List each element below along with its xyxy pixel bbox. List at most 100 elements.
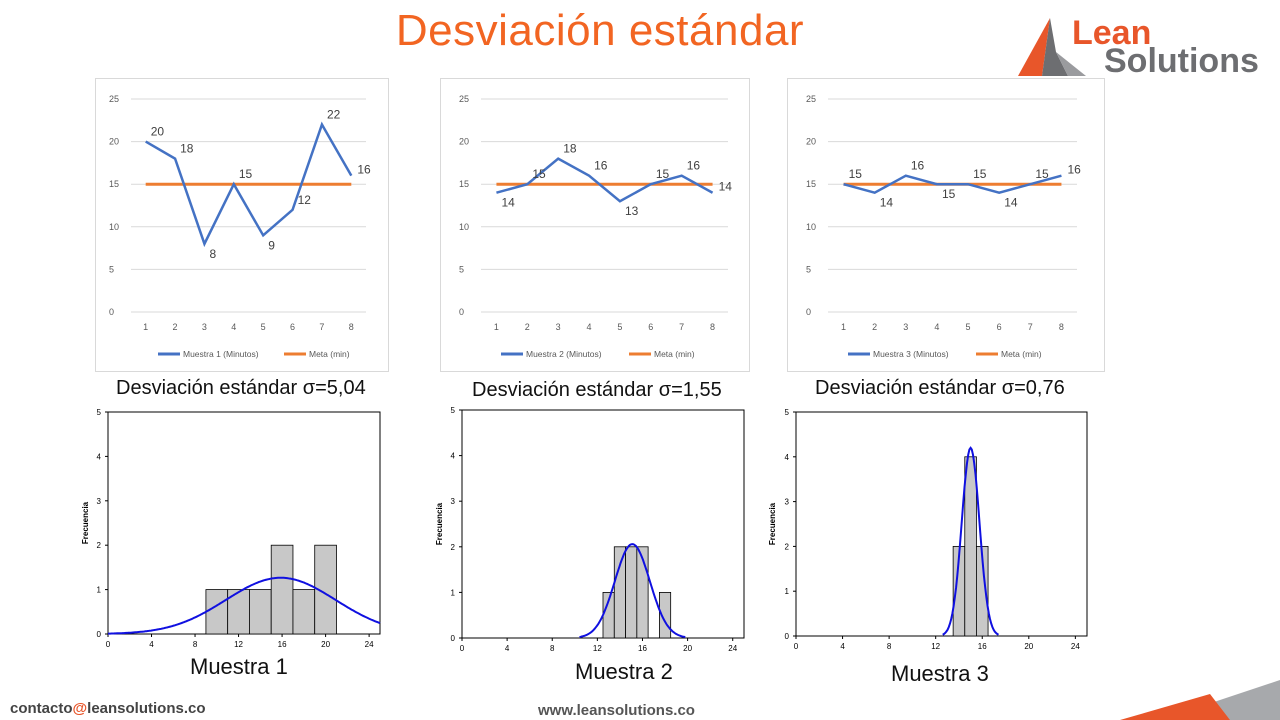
x-tick-label: 12 (593, 644, 602, 653)
x-tick-label: 0 (106, 640, 111, 649)
x-tick-label: 6 (290, 322, 295, 332)
email-at: @ (72, 700, 88, 717)
legend-label-muestra: Muestra 1 (Minutos) (183, 349, 259, 359)
histogram-bar (205, 589, 229, 635)
data-label: 16 (687, 159, 701, 173)
data-label: 15 (849, 167, 863, 181)
x-tick-label: 4 (149, 640, 154, 649)
data-label: 16 (357, 163, 371, 177)
histogram-bar (270, 544, 294, 635)
x-tick-label: 8 (1059, 322, 1064, 332)
histogram-bar (292, 589, 316, 635)
x-tick-label: 24 (728, 644, 737, 653)
x-tick-label: 24 (1071, 642, 1080, 651)
y-tick-label: 1 (785, 587, 790, 596)
contact-email[interactable]: contacto@leansolutions.co (10, 700, 206, 717)
sample-label-3: Muestra 3 (891, 661, 989, 686)
data-label: 16 (1067, 163, 1081, 177)
y-axis-label: Frecuencia (81, 501, 90, 544)
histogram-bar (964, 456, 977, 637)
y-tick-label: 25 (459, 94, 469, 104)
histogram-bar (658, 591, 672, 639)
x-tick-label: 12 (931, 642, 940, 651)
histogram-bar (613, 546, 626, 639)
y-tick-label: 5 (451, 406, 456, 415)
email-user: contacto (10, 700, 73, 717)
x-tick-label: 5 (261, 322, 266, 332)
y-tick-label: 0 (109, 307, 114, 317)
website-link[interactable]: www.leansolutions.co (538, 702, 695, 719)
x-tick-label: 1 (143, 322, 148, 332)
y-tick-label: 4 (785, 453, 790, 462)
y-tick-label: 15 (806, 179, 816, 189)
x-tick-label: 3 (202, 322, 207, 332)
plot-frame (795, 411, 1088, 637)
y-tick-label: 25 (109, 94, 119, 104)
data-label: 14 (1004, 196, 1018, 210)
data-label: 15 (942, 187, 956, 201)
sample-label-2: Muestra 2 (575, 659, 673, 684)
y-axis-label: Frecuencia (768, 502, 777, 545)
x-tick-label: 2 (872, 322, 877, 332)
data-label: 18 (563, 142, 577, 156)
y-tick-label: 3 (451, 497, 456, 506)
x-tick-label: 16 (978, 642, 987, 651)
x-tick-label: 8 (349, 322, 354, 332)
y-tick-label: 20 (109, 137, 119, 147)
x-tick-label: 4 (587, 322, 592, 332)
y-tick-label: 2 (97, 541, 102, 550)
data-label: 20 (151, 125, 165, 139)
data-label: 22 (327, 108, 341, 122)
y-tick-label: 15 (459, 179, 469, 189)
sigma-label-1: Desviación estándar σ=5,04 (116, 377, 366, 399)
y-tick-label: 0 (97, 630, 102, 639)
x-tick-label: 12 (234, 640, 243, 649)
data-label: 9 (268, 238, 275, 252)
x-tick-label: 24 (365, 640, 374, 649)
legend-label-meta: Meta (min) (1001, 349, 1042, 359)
normal-curve (579, 543, 686, 638)
y-tick-label: 20 (459, 137, 469, 147)
data-label: 13 (625, 204, 639, 218)
data-label: 15 (239, 167, 253, 181)
histogram-bar (249, 589, 272, 635)
page-title: Desviación estándar (395, 6, 805, 55)
x-tick-label: 7 (319, 322, 324, 332)
data-label: 16 (911, 159, 925, 173)
x-tick-label: 4 (231, 322, 236, 332)
corner-decoration (1120, 680, 1280, 720)
histogram-bar (314, 544, 337, 635)
x-tick-label: 4 (840, 642, 845, 651)
data-label: 14 (880, 196, 894, 210)
x-tick-label: 16 (278, 640, 287, 649)
y-tick-label: 4 (451, 452, 456, 461)
y-tick-label: 15 (109, 179, 119, 189)
x-tick-label: 5 (966, 322, 971, 332)
y-axis-label: Frecuencia (435, 502, 444, 545)
y-tick-label: 0 (806, 307, 811, 317)
logo-text-lean: Lean (1072, 14, 1152, 52)
y-tick-label: 10 (109, 222, 119, 232)
data-label: 15 (973, 167, 987, 181)
series-line-muestra (843, 174, 1062, 195)
x-tick-label: 8 (887, 642, 892, 651)
y-tick-label: 5 (459, 264, 464, 274)
y-tick-label: 5 (97, 408, 102, 417)
legend-label-muestra: Muestra 3 (Minutos) (873, 349, 949, 359)
x-tick-label: 5 (617, 322, 622, 332)
normal-curve (942, 446, 1000, 636)
x-tick-label: 4 (934, 322, 939, 332)
y-tick-label: 2 (451, 543, 456, 552)
series-line-muestra (145, 121, 353, 248)
series-line-muestra (496, 157, 714, 203)
y-tick-label: 5 (109, 264, 114, 274)
legend-label-meta: Meta (min) (654, 349, 695, 359)
data-label: 15 (1035, 167, 1049, 181)
data-label: 15 (656, 167, 670, 181)
x-tick-label: 1 (494, 322, 499, 332)
data-label: 12 (298, 193, 312, 207)
x-tick-label: 20 (683, 644, 692, 653)
normal-curve (108, 576, 381, 635)
